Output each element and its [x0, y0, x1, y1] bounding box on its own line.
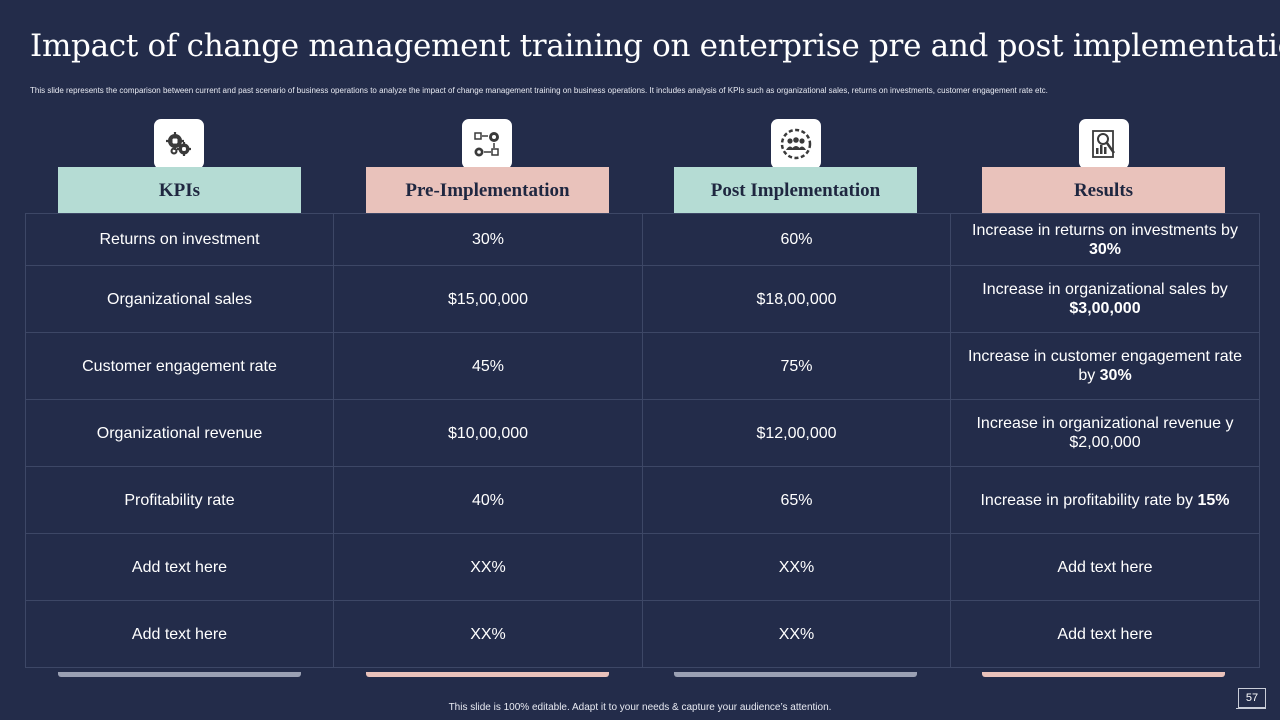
- kpi-table: Returns on investment 30% 60% Increase i…: [25, 213, 1260, 668]
- result-text: Increase in organizational revenue y $2,…: [976, 415, 1234, 451]
- post-value-cell: 60%: [642, 213, 951, 266]
- pre-value-cell: XX%: [333, 533, 643, 601]
- pre-value-cell: $15,00,000: [333, 265, 643, 333]
- kpi-cell: Add text here: [25, 600, 334, 668]
- result-text: Add text here: [1057, 625, 1153, 643]
- pre-value-cell: 40%: [333, 466, 643, 534]
- result-cell: Add text here: [950, 600, 1260, 668]
- kpi-cell: Add text here: [25, 533, 334, 601]
- table-row: Returns on investment 30% 60% Increase i…: [25, 213, 1260, 266]
- column-footer-bar: [58, 672, 301, 677]
- result-text: Increase in returns on investments by: [972, 221, 1238, 239]
- table-row: Organizational sales $15,00,000 $18,00,0…: [25, 265, 1260, 333]
- result-cell: Add text here: [950, 533, 1260, 601]
- result-text: Increase in organizational sales by: [982, 281, 1228, 298]
- gears-icon: [154, 119, 204, 169]
- kpi-cell: Organizational revenue: [25, 399, 334, 467]
- column-footer-bar: [674, 672, 917, 677]
- post-value-cell: $18,00,000: [642, 265, 951, 333]
- result-text: Increase in profitability rate by: [980, 491, 1198, 509]
- kpi-cell: Returns on investment: [25, 213, 334, 266]
- table-row: Add text here XX% XX% Add text here: [25, 533, 1260, 601]
- pre-value-cell: $10,00,000: [333, 399, 643, 467]
- kpi-cell: Customer engagement rate: [25, 332, 334, 400]
- result-highlight: 30%: [1088, 240, 1122, 258]
- slide-footnote: This slide is 100% editable. Adapt it to…: [448, 702, 832, 713]
- pre-value-cell: 30%: [333, 213, 643, 266]
- slide-title: Impact of change management training on …: [30, 28, 1280, 64]
- slide-subtitle: This slide represents the comparison bet…: [30, 86, 1048, 95]
- result-highlight: $3,00,000: [1069, 300, 1141, 317]
- result-text: Add text here: [1057, 558, 1153, 576]
- result-cell: Increase in returns on investments by 30…: [950, 213, 1260, 266]
- kpi-cell: Profitability rate: [25, 466, 334, 534]
- column-header-kpis: KPIs: [58, 167, 301, 214]
- result-cell: Increase in customer engagement rate by …: [950, 332, 1260, 400]
- kpi-cell: Organizational sales: [25, 265, 334, 333]
- result-text: Increase in customer engagement rate by: [968, 348, 1242, 384]
- column-header-pre-implementation: Pre-Implementation: [366, 167, 609, 214]
- column-header-post-implementation: Post Implementation: [674, 167, 917, 214]
- post-value-cell: XX%: [642, 533, 951, 601]
- result-highlight: 30%: [1099, 367, 1132, 384]
- post-value-cell: 75%: [642, 332, 951, 400]
- column-header-results: Results: [982, 167, 1225, 214]
- post-value-cell: $12,00,000: [642, 399, 951, 467]
- table-row: Customer engagement rate 45% 75% Increas…: [25, 332, 1260, 400]
- table-row: Organizational revenue $10,00,000 $12,00…: [25, 399, 1260, 467]
- result-highlight: 15%: [1197, 491, 1230, 509]
- post-value-cell: 65%: [642, 466, 951, 534]
- pre-value-cell: 45%: [333, 332, 643, 400]
- pre-value-cell: XX%: [333, 600, 643, 668]
- result-cell: Increase in organizational revenue y $2,…: [950, 399, 1260, 467]
- team-gear-icon: [771, 119, 821, 169]
- process-flow-icon: [462, 119, 512, 169]
- table-row: Add text here XX% XX% Add text here: [25, 600, 1260, 668]
- result-cell: Increase in profitability rate by 15%: [950, 466, 1260, 534]
- analytics-report-icon: [1079, 119, 1129, 169]
- column-footer-bar: [366, 672, 609, 677]
- result-cell: Increase in organizational sales by $3,0…: [950, 265, 1260, 333]
- page-number-underline: [1236, 708, 1266, 709]
- page-number: 57: [1238, 688, 1266, 708]
- column-footer-bar: [982, 672, 1225, 677]
- post-value-cell: XX%: [642, 600, 951, 668]
- table-row: Profitability rate 40% 65% Increase in p…: [25, 466, 1260, 534]
